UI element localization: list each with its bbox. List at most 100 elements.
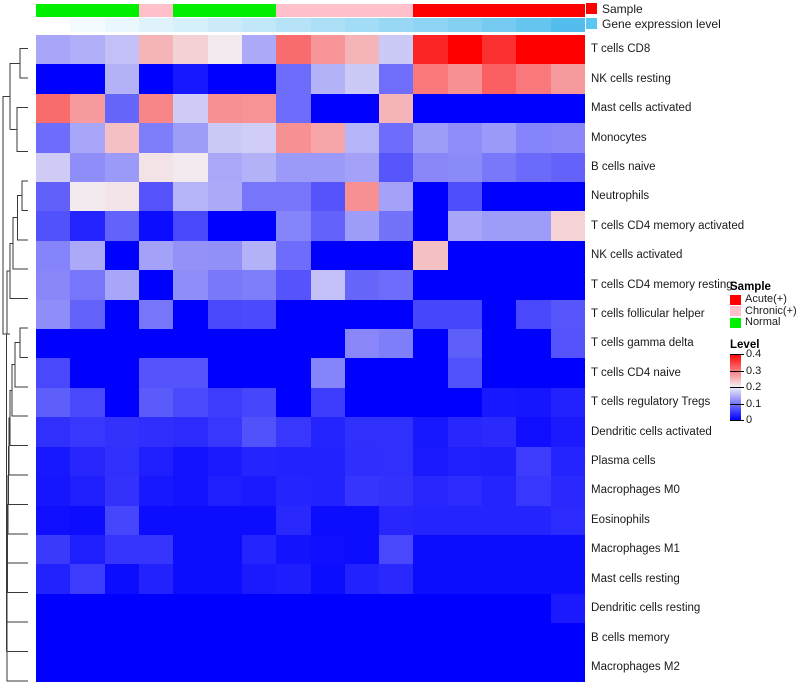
heatmap-cell <box>276 534 311 565</box>
gene-expression-annotation-cell <box>207 18 242 32</box>
heatmap-cell <box>70 152 105 183</box>
sample-swatch <box>586 3 597 14</box>
heatmap-row <box>36 93 585 124</box>
heatmap-cell <box>344 152 380 183</box>
heatmap-cell <box>207 211 242 241</box>
row-label-list: T cells CD8 NK cells resting Mast cells ac… <box>591 35 796 682</box>
heatmap-cell <box>36 329 71 359</box>
row-label: Plasma cells <box>591 455 656 468</box>
gene-expression-annotation-cell <box>550 18 585 32</box>
heatmap-cell <box>447 652 483 682</box>
sample-annotation-cell <box>70 4 105 17</box>
heatmap-cell <box>379 123 414 153</box>
heatmap-cell <box>550 329 585 359</box>
sample-annotation-cell <box>344 4 380 17</box>
heatmap-cell <box>104 35 139 65</box>
heatmap-cell <box>207 123 242 153</box>
gene-expression-annotation-cell <box>104 18 139 32</box>
heatmap-cell <box>550 593 585 624</box>
heatmap-cell <box>138 64 174 94</box>
heatmap-cell <box>276 417 311 447</box>
heatmap-cell <box>310 329 345 359</box>
heatmap-cell <box>173 64 208 94</box>
heatmap-cell <box>207 329 242 359</box>
heatmap-cell <box>138 446 174 477</box>
heatmap-cell <box>482 564 517 594</box>
heatmap-cell <box>173 387 208 418</box>
heatmap-cell <box>516 240 551 271</box>
heatmap-cell <box>482 476 517 506</box>
heatmap-cell <box>447 299 483 330</box>
heatmap-cell <box>276 35 311 65</box>
heatmap-cell <box>550 123 585 153</box>
heatmap-cell <box>413 623 448 653</box>
heatmap-cell <box>447 35 483 65</box>
row-label: T cells regulatory Tregs <box>591 396 711 409</box>
heatmap-cell <box>173 417 208 447</box>
gene-expression-annotation-cell <box>482 18 517 32</box>
heatmap-cell <box>310 152 345 183</box>
heatmap-cell <box>379 211 414 241</box>
heatmap-cell <box>70 387 105 418</box>
heatmap-cell <box>482 211 517 241</box>
heatmap-row <box>36 505 585 535</box>
heatmap-cell <box>276 593 311 624</box>
heatmap-cell <box>550 182 585 212</box>
heatmap-cell <box>36 123 71 153</box>
heatmap-cell <box>516 505 551 535</box>
heatmap-cell <box>550 476 585 506</box>
heatmap-cell <box>550 505 585 535</box>
heatmap-cell <box>104 534 139 565</box>
heatmap-row <box>36 64 585 94</box>
heatmap-cell <box>241 387 277 418</box>
heatmap-cell <box>138 152 174 183</box>
heatmap-cell <box>344 534 380 565</box>
heatmap-cell <box>207 93 242 124</box>
heatmap-cell <box>379 35 414 65</box>
heatmap-cell <box>104 211 139 241</box>
heatmap-cell <box>276 152 311 183</box>
heatmap-cell <box>241 505 277 535</box>
heatmap-cell <box>207 652 242 682</box>
sample-annotation-cell <box>550 4 585 17</box>
heatmap-cell <box>447 358 483 388</box>
heatmap-cell <box>413 593 448 624</box>
heatmap-cell <box>36 64 71 94</box>
heatmap-cell <box>310 593 345 624</box>
heatmap-cell <box>36 564 71 594</box>
heatmap-cell <box>104 123 139 153</box>
heatmap-cell <box>104 329 139 359</box>
heatmap-cell <box>36 387 71 418</box>
gene-expression-annotation-cell <box>413 18 448 32</box>
heatmap-cell <box>344 93 380 124</box>
heatmap-cell <box>104 270 139 300</box>
heatmap-cell <box>447 329 483 359</box>
heatmap-cell <box>70 446 105 477</box>
heatmap-row <box>36 593 585 624</box>
heatmap-cell <box>310 211 345 241</box>
heatmap-cell <box>70 652 105 682</box>
heatmap-cell <box>516 358 551 388</box>
heatmap-cell <box>276 329 311 359</box>
heatmap-cell <box>138 211 174 241</box>
row-label: Eosinophils <box>591 513 650 526</box>
heatmap-row <box>36 270 585 300</box>
sample-legend-swatch <box>730 294 741 305</box>
heatmap-cell <box>516 652 551 682</box>
heatmap-cell <box>207 358 242 388</box>
heatmap-cell <box>104 417 139 447</box>
row-label: T cells CD4 memory resting <box>591 278 733 291</box>
heatmap-cell <box>344 240 380 271</box>
sample-annotation-cell <box>447 4 483 17</box>
heatmap-cell <box>173 652 208 682</box>
heatmap-cell <box>482 358 517 388</box>
level-legend: Level 0.4 0.3 0.2 0.1 0 <box>730 339 800 426</box>
heatmap-cell <box>516 329 551 359</box>
row-label: Mast cells resting <box>591 572 680 585</box>
heatmap-cell <box>70 182 105 212</box>
heatmap-cell <box>413 93 448 124</box>
heatmap-cell <box>482 64 517 94</box>
heatmap-cell <box>241 623 277 653</box>
heatmap-cell <box>36 240 71 271</box>
